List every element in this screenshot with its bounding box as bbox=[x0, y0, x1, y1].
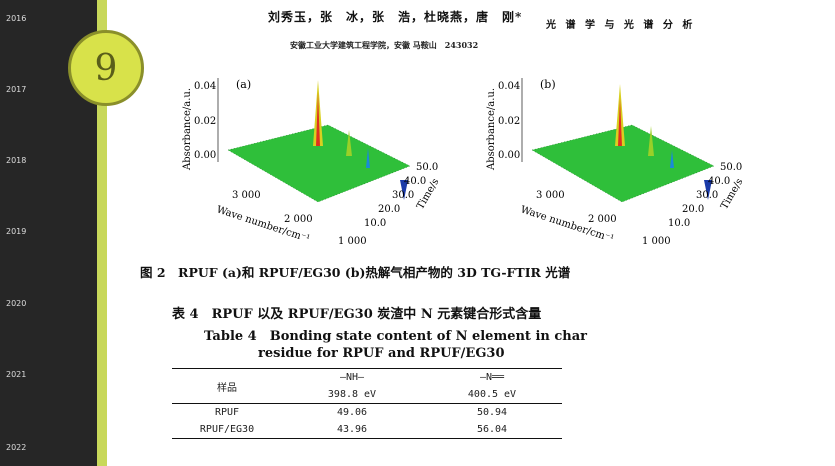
year-2019[interactable]: 2019 bbox=[6, 227, 27, 236]
y-tick: 0.02 bbox=[194, 116, 216, 127]
year-2022[interactable]: 2022 bbox=[6, 443, 27, 452]
surface-plane bbox=[228, 125, 410, 202]
year-2021[interactable]: 2021 bbox=[6, 370, 27, 379]
y-axis-label: Absorbance/a.u. bbox=[182, 88, 193, 171]
panel-label: (a) bbox=[236, 78, 251, 91]
x-tick: 1 000 bbox=[642, 236, 671, 245]
row-nh: 49.06 bbox=[336, 407, 368, 418]
header-n-ev: 400.5 eV bbox=[467, 389, 517, 400]
year-2020[interactable]: 2020 bbox=[6, 299, 27, 308]
surface-plane bbox=[532, 125, 714, 202]
journal-title: 光 谱 学 与 光 谱 分 析 bbox=[546, 20, 696, 31]
t-tick: 40.0 bbox=[708, 176, 730, 187]
row-sample: RPUF/EG30 bbox=[199, 424, 255, 435]
row-sample: RPUF bbox=[214, 407, 240, 418]
year-2017[interactable]: 2017 bbox=[6, 85, 27, 94]
plot-panel-a: (a) Absorbance/a.u. 0.04 0.02 0.00 50.0 … bbox=[178, 70, 441, 247]
y-axis-label: Absorbance/a.u. bbox=[486, 88, 497, 171]
table-title-en: Table 4 Bonding state content of N eleme… bbox=[204, 329, 588, 344]
t-tick: 50.0 bbox=[416, 162, 438, 173]
t-tick: 40.0 bbox=[404, 176, 426, 187]
t-tick: 10.0 bbox=[668, 218, 690, 229]
t-tick: 30.0 bbox=[392, 190, 414, 201]
x-tick: 2 000 bbox=[284, 214, 313, 225]
figure-caption: 图 2 RPUF (a)和 RPUF/EG30 (b)热解气相产物的 3D TG… bbox=[140, 265, 571, 280]
surface-plot-b: (b) Absorbance/a.u. 0.04 0.02 0.00 50.0 … bbox=[486, 78, 745, 247]
year-2016[interactable]: 2016 bbox=[6, 14, 27, 23]
table-title-en-line2: residue for RPUF and RPUF/EG30 bbox=[258, 346, 505, 361]
surface-plot-a: (a) Absorbance/a.u. 0.04 0.02 0.00 50.0 … bbox=[182, 78, 441, 247]
row-nh: 43.96 bbox=[336, 424, 368, 435]
header-nh: —NH— bbox=[339, 372, 365, 383]
table-row: RPUF/EG30 43.96 56.04 bbox=[172, 421, 562, 439]
header-n: —N══ bbox=[479, 372, 505, 383]
t-tick: 30.0 bbox=[696, 190, 718, 201]
x-tick: 2 000 bbox=[588, 214, 617, 225]
t-tick: 20.0 bbox=[378, 204, 400, 215]
y-tick: 0.04 bbox=[498, 81, 520, 92]
timeline-accent-bar bbox=[97, 0, 107, 466]
x-tick: 3 000 bbox=[536, 190, 565, 201]
bonding-table: 样品 —NH— —N══ 398.8 eV 400.5 eV RPUF 49.0… bbox=[172, 368, 562, 439]
y-tick: 0.00 bbox=[194, 150, 216, 161]
header-nh-ev: 398.8 eV bbox=[327, 389, 377, 400]
panel-label: (b) bbox=[540, 78, 556, 91]
t-tick: 10.0 bbox=[364, 218, 386, 229]
table-row: RPUF 49.06 50.94 bbox=[172, 403, 562, 422]
year-2018[interactable]: 2018 bbox=[6, 156, 27, 165]
y-tick: 0.04 bbox=[194, 81, 216, 92]
plot-panel-b: (b) Absorbance/a.u. 0.04 0.02 0.00 50.0 … bbox=[482, 70, 745, 247]
t-tick: 20.0 bbox=[682, 204, 704, 215]
y-tick: 0.00 bbox=[498, 150, 520, 161]
y-tick: 0.02 bbox=[498, 116, 520, 127]
document-page bbox=[107, 0, 835, 466]
page-number-badge[interactable]: 9 bbox=[68, 30, 144, 106]
x-tick: 3 000 bbox=[232, 190, 261, 201]
authors: 刘秀玉，张 冰，张 浩，杜晓燕，唐 刚* bbox=[268, 10, 523, 24]
t-tick: 50.0 bbox=[720, 162, 742, 173]
affiliation: 安徽工业大学建筑工程学院，安徽 马鞍山 243032 bbox=[290, 40, 479, 50]
table-title-zh: 表 4 RPUF 以及 RPUF/EG30 炭渣中 N 元素键合形式含量 bbox=[172, 307, 542, 322]
x-tick: 1 000 bbox=[338, 236, 367, 245]
row-n: 50.94 bbox=[476, 407, 508, 418]
row-n: 56.04 bbox=[476, 424, 508, 435]
header-sample: 样品 bbox=[217, 382, 237, 394]
